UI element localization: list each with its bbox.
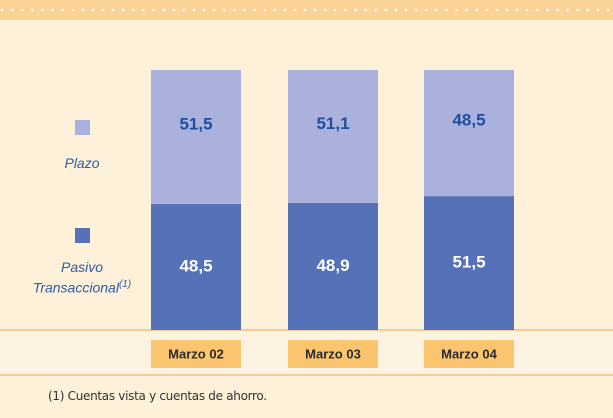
top-band bbox=[0, 0, 613, 20]
legend-label: Plazo bbox=[17, 155, 147, 172]
legend-text: Pasivo Transaccional bbox=[32, 259, 119, 296]
value-label: 48,5 bbox=[452, 111, 485, 130]
footnote: (1) Cuentas vista y cuentas de ahorro. bbox=[48, 389, 267, 403]
bar-segment bbox=[151, 70, 241, 204]
legend-swatch bbox=[75, 120, 90, 135]
x-tick-label: Marzo 03 bbox=[305, 346, 361, 361]
legend-label: Pasivo Transaccional(1) bbox=[17, 259, 147, 297]
value-label: 48,9 bbox=[316, 256, 349, 275]
legend-text: Plazo bbox=[64, 155, 100, 171]
bar-segment bbox=[151, 203, 241, 330]
bar-segment bbox=[424, 70, 514, 197]
category-box bbox=[424, 340, 514, 368]
bar-segment bbox=[288, 70, 378, 203]
bar-segment bbox=[424, 196, 514, 330]
value-label: 51,5 bbox=[452, 253, 485, 272]
value-label: 51,1 bbox=[316, 114, 349, 133]
value-label: 48,5 bbox=[179, 256, 212, 275]
bar-segment bbox=[288, 202, 378, 330]
value-label: 51,5 bbox=[179, 114, 212, 133]
category-box bbox=[288, 340, 378, 368]
legend-swatch bbox=[75, 228, 90, 243]
category-box bbox=[151, 340, 241, 368]
x-tick-label: Marzo 04 bbox=[441, 346, 497, 361]
legend-note: (1) bbox=[118, 279, 132, 290]
x-tick-label: Marzo 02 bbox=[168, 346, 224, 361]
